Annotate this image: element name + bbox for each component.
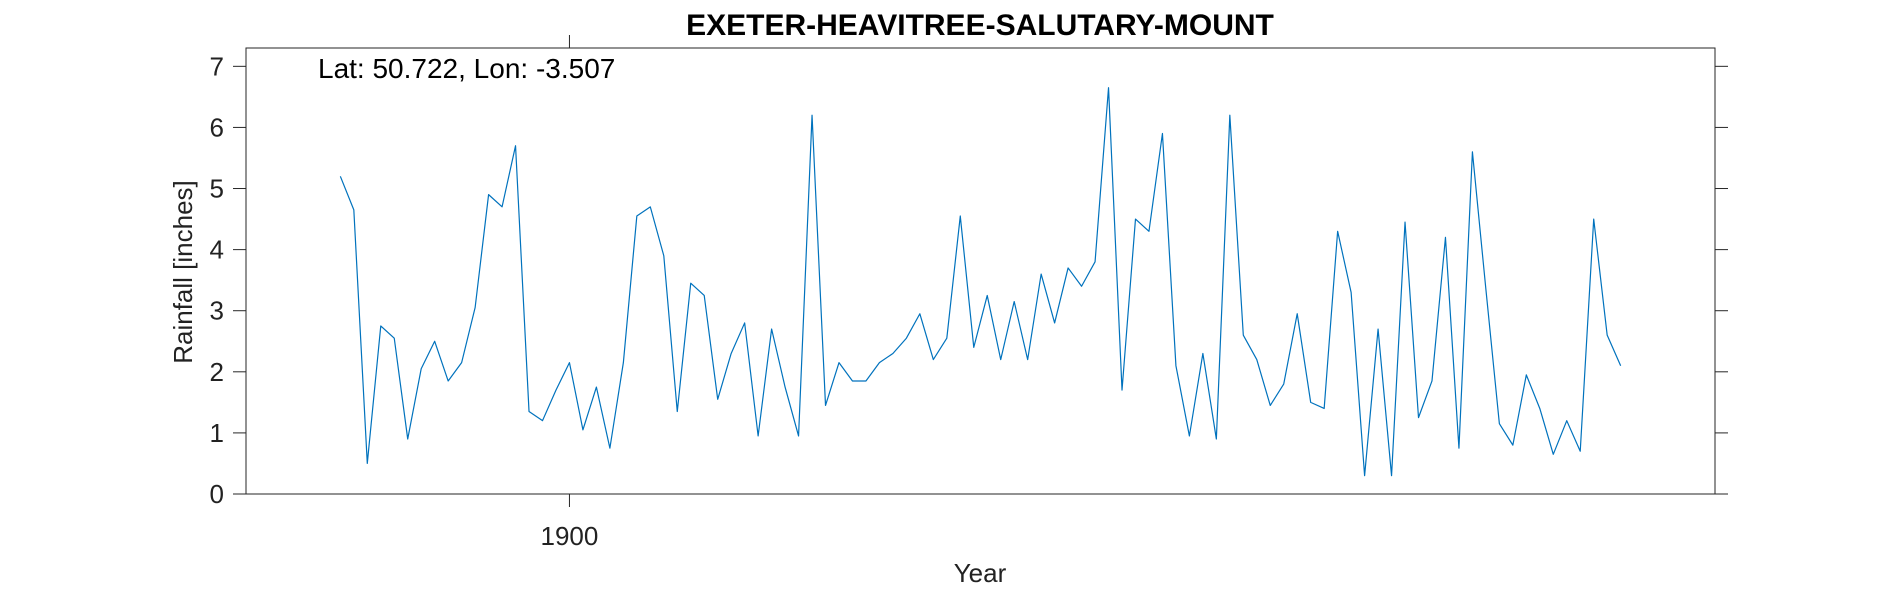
y-tick-label: 7 xyxy=(210,51,224,81)
y-tick-label: 6 xyxy=(210,112,224,142)
y-tick-label: 1 xyxy=(210,418,224,448)
y-axis-label: Rainfall [inches] xyxy=(168,180,198,364)
y-tick-label: 4 xyxy=(210,235,224,265)
location-annotation: Lat: 50.722, Lon: -3.507 xyxy=(318,53,615,84)
rainfall-series-line xyxy=(339,87,1622,477)
axis-ticks xyxy=(233,35,1728,507)
plot-area xyxy=(245,47,1716,495)
y-tick-label: 5 xyxy=(210,174,224,204)
chart-title: EXETER-HEAVITREE-SALUTARY-MOUNT xyxy=(686,9,1274,42)
y-tick-label: 3 xyxy=(210,296,224,326)
tick-labels: 0 1 2 3 4 5 6 7 1900 xyxy=(210,51,599,551)
y-tick-label: 0 xyxy=(210,479,224,509)
x-axis-label: Year xyxy=(954,558,1007,588)
x-tick-label: 1900 xyxy=(541,521,599,551)
y-tick-label: 2 xyxy=(210,357,224,387)
series-layer xyxy=(339,87,1622,477)
